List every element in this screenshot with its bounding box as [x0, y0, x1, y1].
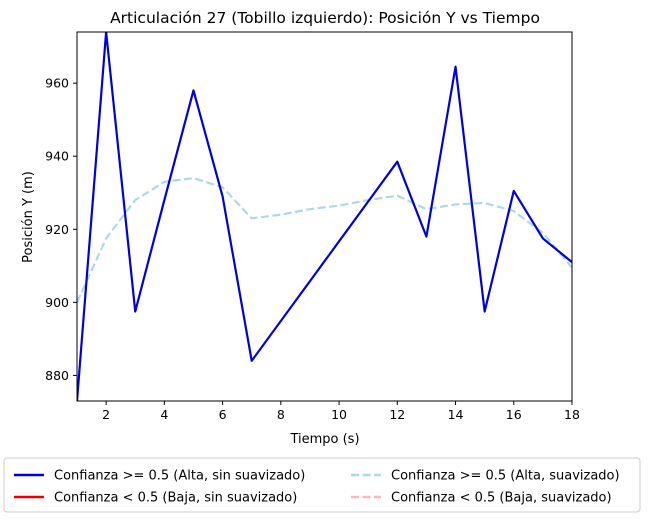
series-line-3: [77, 177, 572, 303]
y-tick-label: 940: [45, 149, 69, 164]
x-tick-label: 2: [102, 407, 110, 422]
x-tick-label: 8: [277, 407, 285, 422]
plot-area: [77, 32, 572, 401]
x-tick-label: 18: [564, 407, 580, 422]
x-tick-label: 12: [389, 407, 405, 422]
x-tick-label: 10: [331, 407, 347, 422]
y-tick-label: 960: [45, 76, 69, 91]
x-axis-label: Tiempo (s): [289, 432, 359, 447]
legend-label-3: Confianza >= 0.5 (Alta, suavizado): [391, 469, 620, 484]
y-tick-label: 900: [45, 295, 69, 310]
plot-frame: [76, 31, 573, 402]
x-tick-label: 4: [160, 407, 168, 422]
x-tick-label: 6: [219, 407, 227, 422]
series-line-1: [77, 32, 572, 401]
y-tick-label: 880: [45, 368, 69, 383]
chart-title: Articulación 27 (Tobillo izquierdo): Pos…: [110, 9, 540, 27]
x-tick-label: 16: [506, 407, 522, 422]
legend-box: [3, 457, 641, 513]
legend: Confianza >= 0.5 (Alta, sin suavizado) Co…: [3, 457, 641, 513]
y-tick-label: 920: [45, 222, 69, 237]
axes: 2 4 6 8 10 12 14 16 18 880 900 920 940 960: [45, 31, 580, 422]
legend-label-2: Confianza < 0.5 (Baja, sin suavizado): [54, 491, 297, 506]
y-axis-label: Posición Y (m): [21, 171, 36, 263]
legend-label-1: Confianza >= 0.5 (Alta, sin suavizado): [54, 469, 305, 484]
legend-label-4: Confianza < 0.5 (Baja, suavizado): [391, 491, 612, 506]
x-tick-label: 14: [448, 407, 464, 422]
